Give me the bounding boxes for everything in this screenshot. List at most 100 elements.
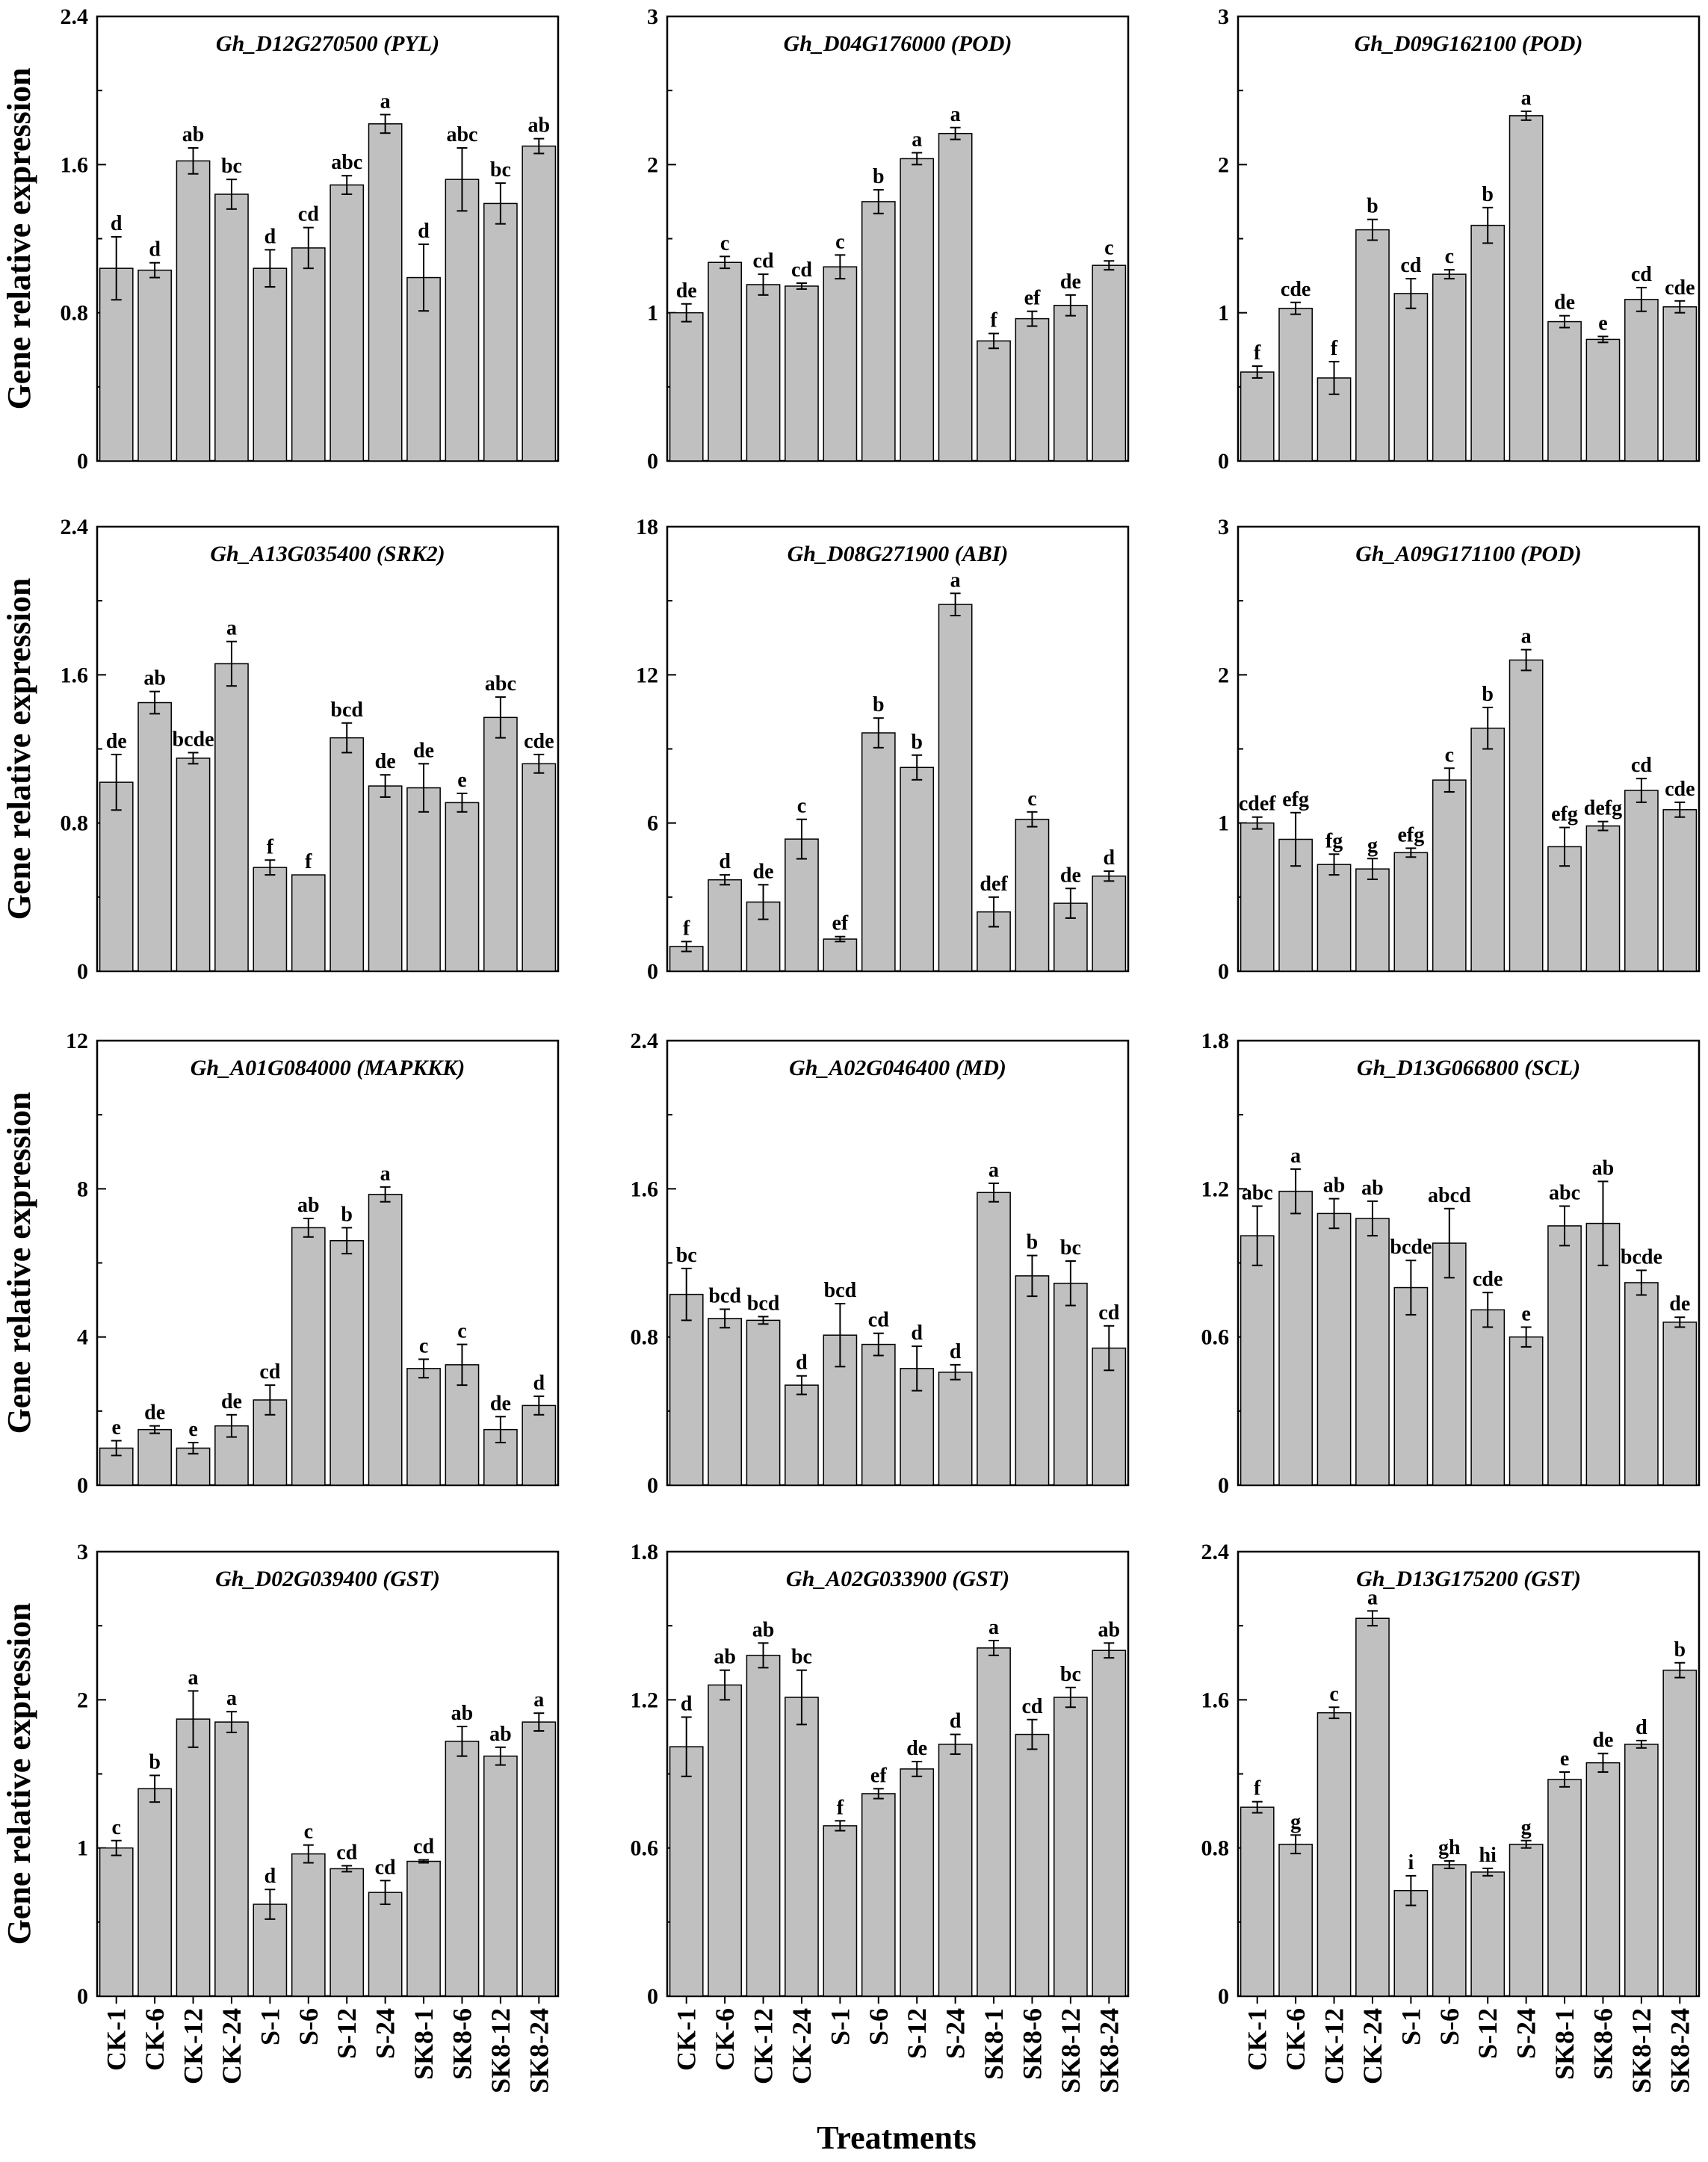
panel-10-bar: [445, 1741, 480, 1997]
panel-1-bar: [214, 193, 249, 462]
panel-7-ytick-label: 12: [66, 1029, 88, 1053]
panel-7-sig-label: c: [419, 1334, 428, 1357]
panel-2-sig-label: c: [720, 232, 729, 255]
panel-11-bar: [669, 1746, 704, 1997]
panel-12-sig-label: g: [1290, 1810, 1301, 1833]
panel-5-ytick-label: 6: [647, 811, 658, 836]
x-category-label: CK-6: [140, 2008, 170, 2071]
panel-1-bar: [329, 184, 365, 462]
panel-8-sig-label: bcd: [708, 1284, 741, 1307]
panel-11-bar: [823, 1825, 858, 1997]
panel-6-bar: [1240, 822, 1275, 972]
panel-5-sig-label: a: [950, 569, 961, 592]
panel-1-sig-label: ab: [528, 114, 551, 137]
panel-1-ytick-label: 0: [77, 449, 88, 474]
panel-8-bar: [1015, 1275, 1050, 1486]
panel-3-sig-label: de: [1554, 291, 1575, 315]
panel-3-ytick-label: 3: [1218, 4, 1229, 29]
panel-8-bar: [861, 1343, 896, 1486]
panel-4-sig-label: bcde: [173, 728, 214, 751]
panel-7-sig-label: e: [188, 1418, 197, 1441]
panel-3-sig-label: cd: [1631, 263, 1652, 286]
panel-2-sig-label: f: [990, 309, 997, 332]
panel-4-ytick-label: 0: [77, 959, 88, 984]
panel-11-sig-label: de: [906, 1737, 927, 1760]
panel-3-sig-label: b: [1367, 195, 1379, 218]
panel-7-sig-label: d: [533, 1372, 545, 1395]
panel-4-sig-label: bcd: [330, 699, 363, 722]
panel-9-sig-label: abc: [1549, 1181, 1580, 1204]
panel-4-sig-label: abc: [485, 672, 516, 696]
panel-8-bar: [1053, 1283, 1088, 1486]
panel-5-sig-label: de: [1060, 864, 1081, 887]
panel-7-bar: [291, 1227, 326, 1486]
panel-5-sig-label: c: [1027, 787, 1036, 811]
panel-11-sig-label: bc: [791, 1646, 812, 1669]
panel-2-sig-label: a: [912, 128, 922, 151]
panel-1-sig-label: a: [380, 90, 391, 113]
panel-9-ytick-label: 0: [1218, 1473, 1229, 1498]
panel-8-sig-label: d: [796, 1351, 808, 1375]
panel-1-sig-label: bc: [221, 155, 242, 178]
panel-12-sig-label: e: [1560, 1747, 1569, 1771]
panel-10-sig-label: cd: [413, 1836, 434, 1859]
panel-5-bar: [938, 604, 973, 972]
panel-9-ytick-label: 0.6: [1201, 1325, 1230, 1350]
panel-8-ytick-label: 2.4: [631, 1029, 659, 1053]
panel-8-title: Gh_A02G046400 (MD): [789, 1056, 1006, 1080]
panel-2-bar: [861, 201, 896, 462]
panel-10-sig-label: c: [111, 1816, 120, 1839]
panel-9-sig-label: abc: [1242, 1181, 1273, 1204]
panel-2-ytick-label: 1: [647, 301, 658, 326]
panel-11-bar: [900, 1768, 935, 1997]
panel-2-bar: [708, 261, 742, 462]
panel-8-sig-label: bc: [676, 1244, 697, 1267]
panel-4-sig-label: cde: [524, 730, 554, 753]
x-category-label: S-6: [294, 2008, 324, 2045]
panel-2-bar: [1092, 264, 1127, 462]
panel-10-bar: [291, 1853, 326, 1997]
x-category-label: S-1: [255, 2008, 285, 2045]
panel-4-bar: [522, 763, 557, 972]
panel-1-title: Gh_D12G270500 (PYL): [216, 31, 439, 56]
panel-6-bar: [1355, 868, 1390, 972]
panel-1-bar: [291, 247, 326, 462]
panel-2-sig-label: c: [1104, 236, 1113, 259]
panel-2-ytick-label: 3: [647, 4, 658, 29]
x-category-label: CK-1: [1243, 2008, 1272, 2071]
panel-11-sig-label: ab: [714, 1646, 736, 1669]
panel-2-sig-label: de: [676, 279, 697, 303]
panel-9-bar: [1470, 1309, 1506, 1486]
panel-6-sig-label: efg: [1397, 823, 1424, 846]
panel-1-sig-label: cd: [298, 203, 319, 226]
panel-5-sig-label: b: [873, 693, 885, 716]
panel-11-bar: [1015, 1733, 1050, 1997]
panel-3-sig-label: cde: [1665, 276, 1695, 300]
panel-10-bar: [176, 1718, 211, 1997]
panel-4-sig-label: f: [305, 850, 312, 873]
panel-4-title: Gh_A13G035400 (SRK2): [210, 542, 445, 566]
panel-5-sig-label: d: [719, 850, 731, 873]
panel-1-sig-label: d: [418, 220, 430, 243]
x-category-label: CK-12: [179, 2008, 208, 2084]
panel-6-bar: [1547, 846, 1582, 972]
panel-12-bar: [1432, 1864, 1467, 1997]
panel-2-sig-label: de: [1060, 270, 1081, 294]
y-axis-title: Gene relative expression: [1, 68, 37, 410]
panel-10-sig-label: d: [264, 1865, 276, 1888]
panel-7-bar: [329, 1240, 365, 1486]
panel-4-bar: [291, 874, 326, 972]
panel-3-sig-label: cd: [1400, 254, 1421, 277]
panel-10-sig-label: a: [533, 1688, 544, 1712]
x-category-label: S-12: [902, 2008, 932, 2059]
panel-9-sig-label: e: [1521, 1302, 1530, 1325]
panel-2-bar: [900, 158, 935, 462]
panel-7-title: Gh_A01G084000 (MAPKKK): [191, 1056, 465, 1080]
panel-6-bar: [1393, 852, 1429, 972]
panel-2-bar: [746, 284, 781, 462]
panel-12-sig-label: c: [1329, 1682, 1338, 1706]
panel-2-bar: [669, 312, 704, 462]
panel-5-ytick-label: 12: [636, 663, 658, 687]
panel-9-bar: [1278, 1190, 1313, 1486]
